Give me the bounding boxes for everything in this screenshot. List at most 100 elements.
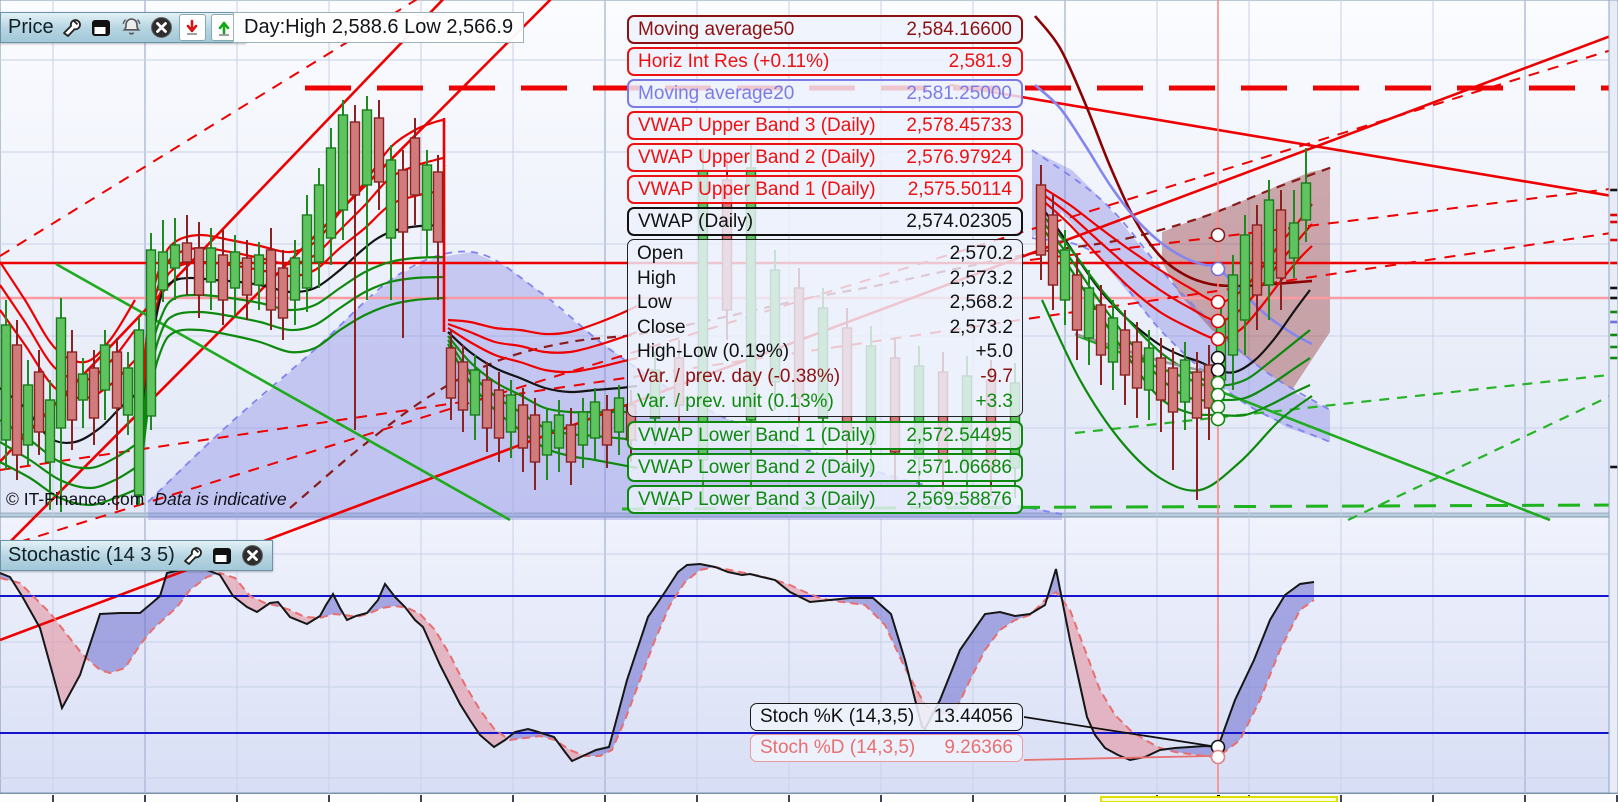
axis-value-tick bbox=[1610, 238, 1618, 242]
ma20-band-right bbox=[1032, 150, 1330, 442]
close-icon[interactable] bbox=[149, 15, 174, 40]
stoch-d-label: Stoch %D (14,3,5) bbox=[760, 737, 916, 758]
crosshair-marker bbox=[1210, 227, 1226, 243]
ohlc-label: Open bbox=[637, 243, 684, 264]
candle-body bbox=[277, 267, 289, 319]
close-icon[interactable] bbox=[240, 543, 265, 568]
indicator-label: Horiz Int Res (+0.11%) bbox=[638, 50, 830, 72]
indicator-row-ma50[interactable]: Moving average50 2,584.16600 bbox=[627, 15, 1023, 44]
green-longdash bbox=[621, 503, 1618, 511]
candle-body bbox=[1179, 359, 1191, 403]
candle-body bbox=[469, 369, 481, 416]
candle-body bbox=[1083, 287, 1095, 339]
stoch-k-readout: Stoch %K (14,3,5) 13.44056 bbox=[750, 703, 1023, 731]
time-tick bbox=[144, 795, 146, 802]
candle-body bbox=[1059, 249, 1071, 301]
stochastic-toolbar: Stochastic (14 3 5) bbox=[0, 540, 273, 571]
ohlc-label: Var. / prev. unit (0.13%) bbox=[637, 390, 834, 412]
ohlc-label: High-Low (0.19%) bbox=[637, 341, 790, 363]
day-range-label: Day:High 2,588.6 Low 2,566.9 bbox=[233, 12, 525, 43]
candle-body bbox=[457, 361, 469, 411]
crosshair-marker bbox=[1210, 331, 1226, 347]
candle-body bbox=[217, 254, 229, 301]
price-axis-strip[interactable] bbox=[1608, 0, 1618, 793]
D3-upper3 bbox=[447, 305, 638, 336]
stoch-fill-k-below bbox=[408, 608, 507, 747]
axis-value-tick bbox=[1610, 213, 1618, 217]
indicator-row-vwap-ub1[interactable]: VWAP Upper Band 1 (Daily) 2,575.50114 bbox=[627, 175, 1023, 204]
time-tick bbox=[328, 795, 330, 802]
candle-body bbox=[1155, 357, 1167, 401]
stoch-fill-k-above bbox=[1047, 569, 1062, 600]
axis-value-tick bbox=[1610, 286, 1618, 290]
indicator-value: 2,576.97924 bbox=[906, 146, 1012, 168]
candle-body bbox=[313, 184, 325, 263]
time-tick bbox=[696, 795, 698, 802]
download-icon[interactable] bbox=[178, 14, 206, 41]
ohlc-label: Close bbox=[637, 316, 686, 338]
indicator-row-vwap-lb3[interactable]: VWAP Lower Band 3 (Daily) 2,569.58876 bbox=[627, 485, 1023, 514]
candle-body bbox=[1167, 367, 1179, 413]
stoch-d-line bbox=[0, 565, 1315, 759]
indicator-label: Moving average50 bbox=[638, 18, 795, 40]
green-dash-1 bbox=[1074, 372, 1618, 435]
price-toolbar: Price bbox=[0, 12, 246, 43]
crosshair-marker bbox=[1210, 313, 1226, 329]
axis-value-tick bbox=[1610, 296, 1618, 300]
indicator-row-vwap-lb1[interactable]: VWAP Lower Band 1 (Daily) 2,572.54495 bbox=[627, 421, 1023, 450]
indicator-row-vwap-ub3[interactable]: VWAP Upper Band 3 (Daily) 2,578.45733 bbox=[627, 111, 1023, 140]
candle-body bbox=[193, 247, 205, 296]
candle-body bbox=[517, 404, 529, 449]
D3-upper2 bbox=[447, 322, 638, 354]
bell-icon[interactable] bbox=[119, 15, 144, 40]
stoch-fill-k-above bbox=[318, 594, 342, 618]
indicator-row-vwap-ub2[interactable]: VWAP Upper Band 2 (Daily) 2,576.97924 bbox=[627, 143, 1023, 172]
time-tick bbox=[1616, 795, 1618, 802]
ohlc-row-var-day: Var. / prev. day (-0.38%) -9.7 bbox=[637, 365, 1013, 390]
time-tick bbox=[788, 795, 790, 802]
stoch-d-leader bbox=[1023, 755, 1212, 761]
crosshair-marker bbox=[1210, 294, 1226, 310]
indicator-value: 2,574.02305 bbox=[906, 210, 1012, 232]
ohlc-label: High bbox=[637, 267, 677, 289]
wrench-icon[interactable] bbox=[180, 543, 205, 568]
indicator-row-vwap[interactable]: VWAP (Daily) 2,574.02305 bbox=[627, 207, 1023, 236]
crosshair-marker bbox=[1210, 411, 1226, 427]
time-tick bbox=[52, 795, 54, 802]
crosshair-marker bbox=[1210, 387, 1226, 403]
stoch-k-line bbox=[0, 562, 1315, 763]
wrench-icon[interactable] bbox=[59, 15, 84, 40]
time-axis[interactable] bbox=[0, 793, 1618, 802]
trend-dash-3 bbox=[0, 231, 1618, 471]
candle-body bbox=[88, 367, 100, 419]
indicator-label: VWAP Lower Band 3 (Daily) bbox=[638, 488, 876, 510]
candle-body bbox=[505, 394, 517, 433]
ohlc-value: +5.0 bbox=[975, 341, 1013, 363]
candle-body bbox=[265, 249, 277, 311]
candle-body bbox=[1047, 214, 1059, 286]
R-lower-deep bbox=[1041, 299, 1313, 492]
indicator-row-horiz-res[interactable]: Horiz Int Res (+0.11%) 2,581.9 bbox=[627, 47, 1023, 76]
window-icon[interactable] bbox=[89, 15, 114, 40]
ohlc-value: -9.7 bbox=[980, 365, 1013, 387]
indicator-row-ma20[interactable]: Moving average20 2,581.25000 bbox=[627, 79, 1023, 108]
candle-body bbox=[1239, 234, 1251, 321]
ohlc-label: Low bbox=[637, 292, 672, 314]
window-icon[interactable] bbox=[210, 543, 235, 568]
time-tick bbox=[1340, 795, 1342, 802]
crosshair-marker bbox=[1210, 399, 1226, 415]
ohlc-row-close: Close 2,573.2 bbox=[637, 316, 1013, 341]
indicator-value: 2,581.9 bbox=[948, 50, 1012, 72]
candle-body bbox=[22, 384, 34, 446]
time-tick bbox=[512, 795, 514, 802]
stoch-k-label: Stoch %K (14,3,5) bbox=[760, 706, 915, 727]
indicator-label: VWAP Lower Band 2 (Daily) bbox=[638, 456, 876, 478]
crosshair-marker bbox=[1210, 261, 1226, 277]
time-tick bbox=[604, 795, 606, 802]
indicator-row-vwap-lb2[interactable]: VWAP Lower Band 2 (Daily) 2,571.06686 bbox=[627, 453, 1023, 482]
candle-body bbox=[77, 373, 89, 401]
crosshair-marker bbox=[1210, 362, 1226, 378]
crosshair-marker bbox=[1210, 350, 1226, 366]
ohlc-row-high: High 2,573.2 bbox=[637, 267, 1013, 292]
